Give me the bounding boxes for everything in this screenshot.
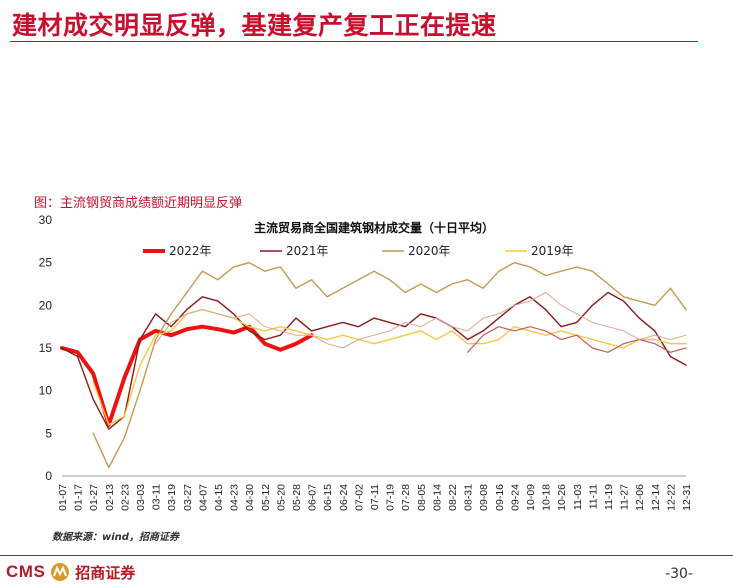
x-tick-label: 09-16 [494, 484, 506, 511]
x-tick-label: 08-14 [431, 484, 443, 511]
series-line-2022年 [60, 324, 314, 427]
x-tick-label: 11-19 [603, 484, 615, 510]
x-tick-label: 11-11 [587, 484, 599, 509]
x-tick-label: 08-05 [416, 484, 428, 511]
series-line-2021年 [61, 291, 687, 430]
y-tick-label: 20 [39, 298, 53, 312]
page-title: 建材成交明显反弹，基建复产复工正在提速 [12, 11, 497, 40]
x-tick-label: 02-23 [119, 484, 131, 511]
x-tick-label: 10-26 [556, 484, 568, 511]
x-tick-label: 07-28 [400, 484, 412, 511]
y-tick-label: 15 [39, 341, 53, 355]
x-tick-label: 02-13 [104, 484, 116, 511]
legend-label: 2021年 [286, 244, 329, 258]
x-tick-label: 01-17 [73, 484, 85, 511]
x-tick-label: 11-03 [572, 484, 584, 510]
x-tick-label: 09-24 [509, 484, 521, 511]
x-tick-label: 01-27 [88, 484, 100, 511]
x-tick-label: 06-15 [322, 484, 334, 511]
brand-logo: CMS 招商证券 [6, 561, 135, 583]
page-number: -30- [665, 566, 693, 582]
x-tick-label: 01-07 [57, 484, 69, 511]
series-line-2019年 [92, 308, 687, 426]
x-tick-label: 03-27 [182, 484, 194, 511]
y-tick-label: 0 [45, 469, 52, 483]
x-tick-label: 09-08 [478, 484, 490, 511]
x-tick-label: 07-02 [353, 484, 365, 511]
legend-label: 2020年 [408, 244, 451, 258]
y-tick-label: 25 [39, 256, 53, 270]
chart-title: 主流贸易商全国建筑钢材成交量（十日平均） [254, 220, 494, 235]
x-tick-label: 12-22 [665, 484, 677, 511]
title-divider [10, 41, 698, 42]
series-line-unlabeled-4 [467, 326, 687, 353]
x-tick-label: 06-07 [307, 484, 319, 511]
x-tick-label: 12-31 [681, 484, 693, 511]
x-tick-label: 10-18 [541, 484, 553, 511]
figure-caption: 图：主流钢贸商成绩额近期明显反弹 [34, 196, 243, 211]
brand-latin: CMS [6, 562, 46, 581]
x-tick-label: 08-31 [463, 484, 475, 511]
x-tick-label: 12-06 [634, 484, 646, 511]
x-tick-label: 04-23 [229, 484, 241, 511]
x-tick-label: 11-27 [619, 484, 631, 510]
x-tick-label: 03-19 [166, 484, 178, 511]
y-tick-label: 10 [39, 384, 53, 398]
series-line-unlabeled-5 [155, 292, 687, 349]
x-tick-label: 10-09 [525, 484, 537, 511]
legend-label: 2022年 [169, 244, 212, 258]
y-tick-label: 5 [45, 426, 52, 440]
x-tick-label: 04-07 [197, 484, 209, 511]
legend-label: 2019年 [531, 244, 574, 258]
x-tick-label: 12-14 [650, 484, 662, 511]
x-tick-label: 05-12 [260, 484, 272, 511]
brand-name: 招商证券 [75, 563, 136, 582]
x-tick-label: 07-11 [369, 484, 381, 510]
y-tick-label: 30 [39, 213, 53, 227]
x-tick-label: 06-24 [338, 484, 350, 511]
x-tick-label: 04-15 [213, 484, 225, 511]
x-tick-label: 03-11 [151, 484, 163, 510]
x-tick-label: 05-28 [291, 484, 303, 511]
x-tick-label: 07-19 [385, 484, 397, 511]
brand-emblem-icon [51, 563, 70, 581]
footer-divider [0, 555, 733, 556]
x-tick-label: 04-30 [244, 484, 256, 511]
x-tick-label: 08-22 [447, 484, 459, 511]
x-tick-label: 03-03 [135, 484, 147, 511]
x-tick-label: 05-20 [275, 484, 287, 511]
source-note: 数据来源：wind，招商证券 [52, 532, 179, 543]
series-line-2020年 [92, 262, 687, 469]
